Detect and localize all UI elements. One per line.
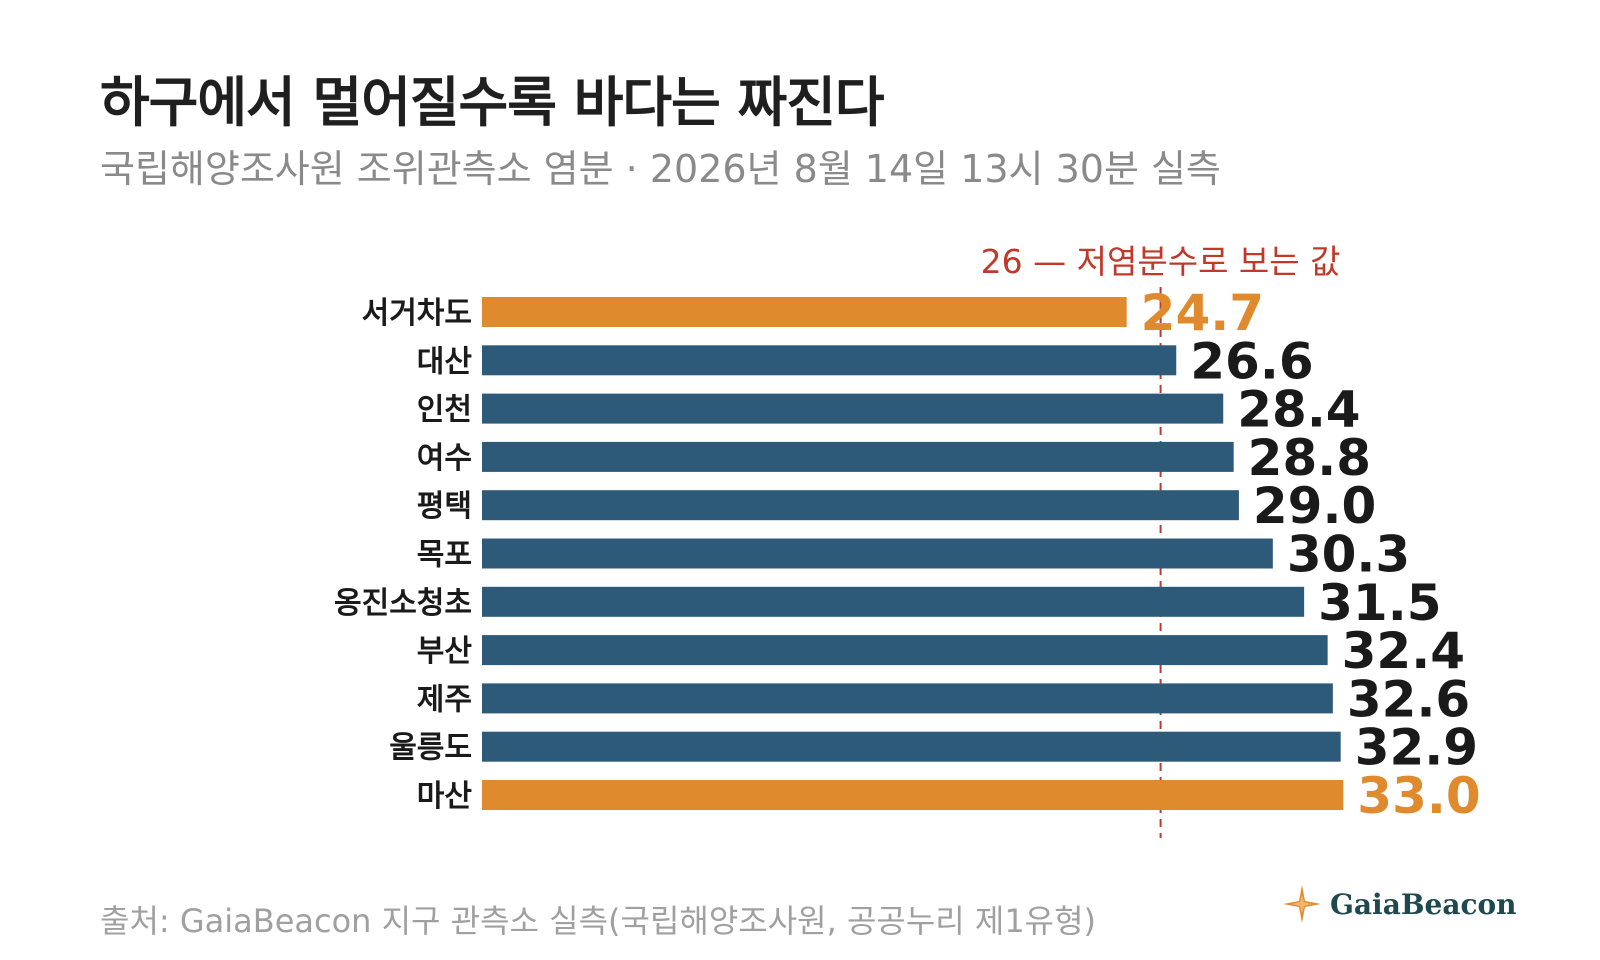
chart-subtitle: 국립해양조사원 조위관측소 염분 · 2026년 8월 14일 13시 30분 … [100, 147, 1221, 191]
value-label: 24.7 [1141, 284, 1264, 342]
brand-name: GaiaBeacon [1330, 887, 1517, 921]
bar [482, 345, 1177, 376]
value-label: 33.0 [1357, 767, 1480, 825]
category-label: 옹진소청초 [334, 586, 472, 621]
category-label: 울릉도 [389, 731, 472, 766]
category-label: 여수 [417, 441, 472, 476]
value-label: 32.4 [1342, 622, 1465, 680]
compass-star-icon [1283, 885, 1321, 923]
bar [482, 683, 1333, 714]
category-label: 목포 [417, 538, 472, 573]
category-label: 인천 [417, 393, 472, 428]
category-label: 평택 [417, 489, 472, 524]
value-label: 31.5 [1318, 574, 1441, 632]
category-label: 서거차도 [362, 296, 472, 331]
bar [482, 393, 1224, 424]
category-label: 부산 [417, 634, 473, 669]
category-label: 마산 [417, 779, 473, 814]
bar [482, 635, 1328, 666]
value-label: 26.6 [1190, 332, 1313, 390]
reference-line-label: 26 — 저염분수로 보는 값 [981, 242, 1341, 281]
bar [482, 297, 1127, 327]
value-label: 32.6 [1347, 670, 1470, 728]
chart-title: 하구에서 멀어질수록 바다는 짜진다 [100, 71, 885, 134]
brand-logo: GaiaBeacon [1282, 884, 1517, 924]
value-label: 28.4 [1237, 381, 1360, 439]
value-label: 30.3 [1287, 526, 1410, 584]
value-label: 29.0 [1253, 477, 1376, 535]
category-label: 대산 [417, 344, 473, 379]
bar [482, 586, 1305, 617]
bar [482, 731, 1341, 762]
value-label: 32.9 [1355, 719, 1478, 777]
category-label: 제주 [417, 682, 472, 717]
source-note: 출처: GaiaBeacon 지구 관측소 실측(국립해양조사원, 공공누리 제… [100, 902, 1097, 940]
bar [482, 441, 1234, 472]
bar [482, 780, 1344, 810]
bar [482, 538, 1273, 569]
bar [482, 490, 1239, 521]
value-label: 28.8 [1248, 429, 1371, 487]
